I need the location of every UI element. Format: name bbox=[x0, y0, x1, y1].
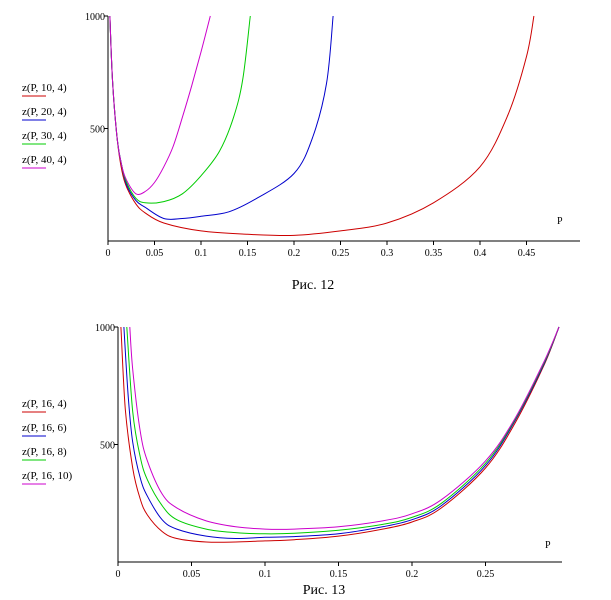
legend-label: z(P, 30, 4) bbox=[22, 130, 67, 142]
legend-label: z(P, 20, 4) bbox=[22, 106, 67, 118]
series-group bbox=[109, 15, 535, 237]
x-tick-label: 0.1 bbox=[259, 569, 272, 580]
x-axis-label: P bbox=[545, 540, 551, 551]
x-tick-label: 0.45 bbox=[518, 248, 536, 259]
x-tick-label: 0.2 bbox=[288, 248, 301, 259]
series-line-1 bbox=[120, 326, 560, 543]
x-tick-label: 0.25 bbox=[332, 248, 350, 259]
x-tick-label: 0 bbox=[116, 569, 121, 580]
legend-label: z(P, 16, 8) bbox=[22, 446, 67, 458]
x-tick-label: 0.25 bbox=[477, 569, 495, 580]
series-line-2 bbox=[109, 15, 334, 220]
legend-label: z(P, 16, 6) bbox=[22, 422, 67, 434]
legend-label: z(P, 40, 4) bbox=[22, 154, 67, 166]
y-tick-label: 500 bbox=[90, 125, 105, 136]
y-tick-label: 500 bbox=[100, 441, 115, 452]
x-tick-label: 0.05 bbox=[183, 569, 201, 580]
x-axis-label: P bbox=[557, 216, 563, 227]
x-tick-label: 0.3 bbox=[381, 248, 394, 259]
x-tick-label: 0.05 bbox=[146, 248, 164, 259]
series-line-3 bbox=[126, 326, 560, 535]
chart-12: 0 0.05 0.1 0.15 0.2 0.25 0.3 0.35 0.4 0.45 500 1000… bbox=[22, 12, 580, 293]
x-tick-label: 0.4 bbox=[474, 248, 487, 259]
x-tick-label: 0 bbox=[106, 248, 111, 259]
x-tick-label: 0.15 bbox=[330, 569, 348, 580]
legend-label: z(P, 10, 4) bbox=[22, 82, 67, 94]
series-line-1 bbox=[109, 15, 535, 237]
series-line-3 bbox=[109, 15, 251, 204]
series-line-4 bbox=[129, 326, 560, 530]
series-group bbox=[120, 326, 560, 543]
series-line-4 bbox=[109, 15, 211, 195]
chart-13: 0 0.05 0.1 0.15 0.2 0.25 500 1000 Pz(P, 16, 4) z(… bbox=[22, 323, 562, 598]
y-tick-label: 1000 bbox=[85, 12, 105, 23]
x-tick-label: 0.35 bbox=[425, 248, 443, 259]
legend-label: z(P, 16, 4) bbox=[22, 398, 67, 410]
legend-label: z(P, 16, 10) bbox=[22, 470, 72, 482]
x-tick-label: 0.15 bbox=[239, 248, 257, 259]
x-tick-label: 0.2 bbox=[406, 569, 419, 580]
y-tick-label: 1000 bbox=[95, 323, 115, 334]
figure-caption: Рис. 12 bbox=[292, 278, 335, 293]
figure-caption: Рис. 13 bbox=[303, 583, 346, 598]
series-line-2 bbox=[123, 326, 560, 540]
x-tick-label: 0.1 bbox=[195, 248, 208, 259]
